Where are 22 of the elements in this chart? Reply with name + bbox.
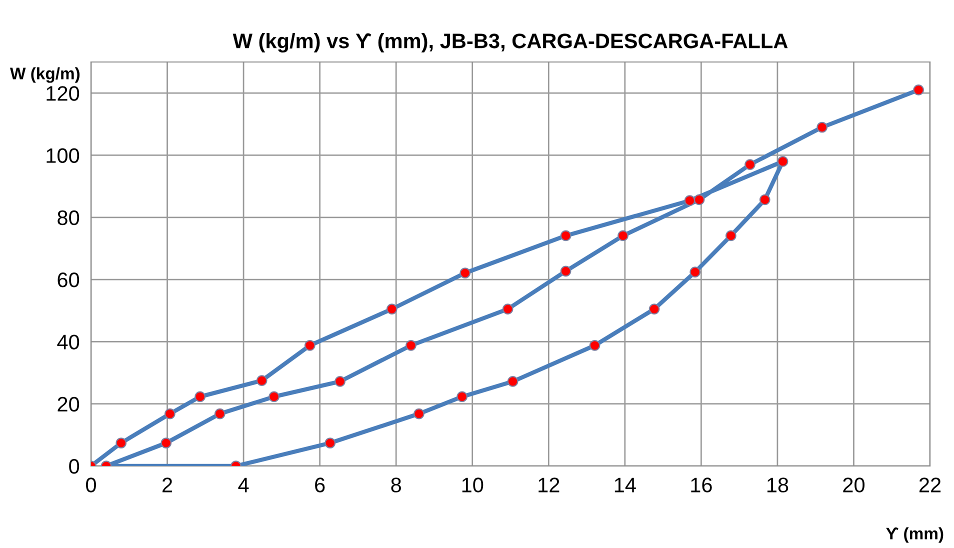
x-tick-label: 14: [614, 478, 636, 492]
y-tick-label: 40: [57, 334, 80, 350]
x-tick-label: 22: [919, 478, 941, 492]
x-tick-label: 18: [767, 478, 788, 492]
y-tick-label: 100: [46, 148, 80, 163]
y-tick-label: 120: [46, 86, 80, 101]
x-tick-label: 16: [691, 478, 712, 492]
x-axis-title: ϒ (mm): [886, 527, 944, 543]
y-tick-label: 0: [69, 459, 80, 474]
y-tick-label: 60: [58, 272, 80, 288]
y-tick-label: 80: [58, 210, 80, 226]
x-tick-label: 4: [238, 478, 249, 492]
y-axis-title: W (kg/m): [10, 67, 80, 83]
y-tick-label: 20: [58, 396, 80, 412]
chart-title: W (kg/m) vs ϒ (mm), JB-B3, CARGA-DESCARGA-FALLA: [232, 33, 788, 53]
x-tick-label: 0: [86, 478, 96, 492]
x-tick-label: 10: [462, 478, 484, 492]
x-tick-label: 20: [843, 478, 864, 492]
x-tick-label: 8: [391, 478, 401, 492]
x-tick-label: 12: [538, 478, 560, 492]
x-tick-label: 2: [162, 478, 172, 492]
x-tick-label: 6: [315, 478, 325, 492]
